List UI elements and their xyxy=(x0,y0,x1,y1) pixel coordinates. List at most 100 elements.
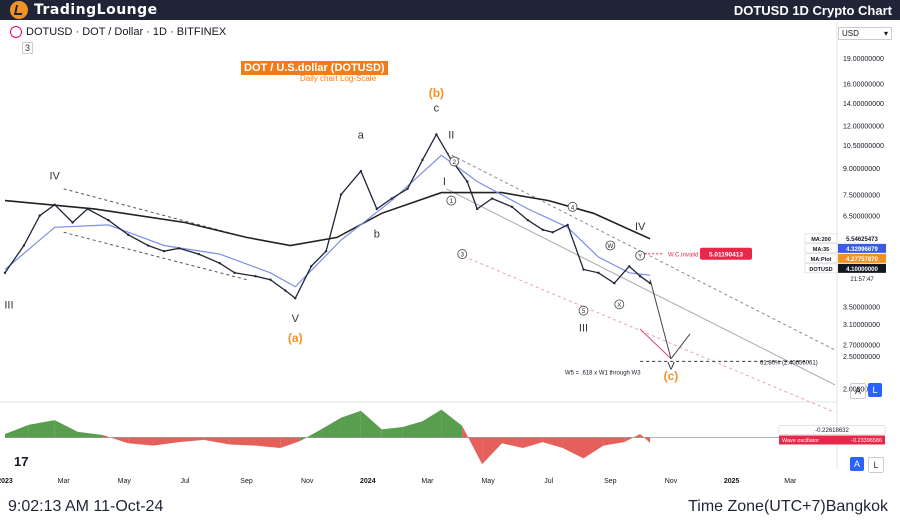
indicator-count-badge[interactable]: 3 xyxy=(22,42,34,54)
invalidation-label: W.C.Invalid xyxy=(668,253,698,259)
wave-label: b xyxy=(374,228,380,240)
badge-label: MA:200 xyxy=(811,237,831,243)
price-point xyxy=(71,221,74,224)
badge-label-bg xyxy=(804,243,838,254)
price-point xyxy=(551,231,554,234)
wave-label: a xyxy=(358,129,365,141)
oscillator-segment xyxy=(5,424,29,438)
oscillator-segment xyxy=(502,437,523,448)
timestamp: 9:02:13 AM 11-Oct-24 xyxy=(8,498,164,515)
header-bar: TradingLounge DOTUSD 1D Crypto Chart xyxy=(0,0,900,20)
timezone-label: Time Zone(UTC+7)Bangkok xyxy=(688,498,888,515)
price-point xyxy=(582,268,585,271)
wave-circle xyxy=(457,249,468,259)
oscillator-segment xyxy=(103,435,129,444)
price-point xyxy=(490,197,494,200)
x-tick-label: Nov xyxy=(665,478,678,485)
oscillator-segment xyxy=(422,409,442,438)
badge-label: MA:Plot xyxy=(811,257,832,263)
x-tick-label: Sep xyxy=(604,478,617,485)
wave-label: IV xyxy=(49,171,60,183)
auto-scale-button[interactable]: A xyxy=(850,383,866,399)
wave-circle-label: 4 xyxy=(571,205,575,211)
y-tick-label: 3.10000000 xyxy=(843,322,880,329)
wave-circle-label: W xyxy=(608,244,614,250)
y-tick-label: 14.00000000 xyxy=(843,101,884,108)
y-tick-label: 16.00000000 xyxy=(843,81,884,88)
wave-label: II xyxy=(448,129,454,141)
osc-value: -0.23396586 xyxy=(851,438,882,444)
price-point xyxy=(339,193,343,196)
oscillator-segment xyxy=(54,420,78,438)
page-title: DOTUSD 1D Crypto Chart xyxy=(733,3,892,18)
projection-line xyxy=(670,333,691,360)
price-point xyxy=(375,207,378,211)
price-point xyxy=(541,228,544,231)
y-tick-label: 7.50000000 xyxy=(843,193,880,200)
x-tick-label: Mar xyxy=(421,478,434,485)
wave-label: (b) xyxy=(429,86,444,100)
price-point xyxy=(269,278,272,281)
wave-circle-label: Y xyxy=(638,254,642,260)
y-tick-label: 2.00000000 xyxy=(843,387,880,394)
oscillator-segment xyxy=(640,434,651,443)
y-tick-label: 6.50000000 xyxy=(843,214,880,221)
price-line xyxy=(4,133,651,300)
currency-selector[interactable]: USD ▾ xyxy=(838,27,892,40)
ma35-line xyxy=(4,154,651,288)
oscillator-segment xyxy=(300,429,322,441)
price-point xyxy=(218,261,221,265)
price-point xyxy=(566,223,569,227)
osc-value2-bg xyxy=(778,425,886,435)
chart-subtitle: Daily chart Log-Scale xyxy=(300,74,377,83)
badge-label-bg xyxy=(804,263,838,274)
price-point xyxy=(107,218,110,222)
logo-icon xyxy=(10,1,28,19)
oscillator-segment xyxy=(482,437,503,465)
oscillator-segment xyxy=(77,431,104,438)
wave-circle-label: 1 xyxy=(450,199,454,205)
x-tick-label: Mar xyxy=(784,478,797,485)
oscillator-segment xyxy=(522,437,543,448)
wave-circle xyxy=(446,195,457,206)
projection-line xyxy=(649,279,672,359)
price-point xyxy=(86,207,89,211)
log-scale-button[interactable]: L xyxy=(868,383,882,397)
invalidation-badge xyxy=(700,247,752,260)
wave-label: III xyxy=(579,323,588,335)
price-point xyxy=(127,233,130,237)
badge-value-bg xyxy=(838,263,886,273)
currency-value: USD xyxy=(842,29,859,38)
price-point xyxy=(435,133,438,136)
wave-circle-label: 5 xyxy=(582,309,586,315)
x-tick-label: May xyxy=(118,478,132,485)
oscillator-segment xyxy=(321,417,341,438)
symbol-info[interactable]: DOTUSD · DOT / Dollar · 1D · BITFINEX xyxy=(10,26,226,38)
price-point xyxy=(638,275,642,278)
x-tick-label: Jul xyxy=(544,478,553,485)
wave-circle xyxy=(567,201,578,212)
y-tick-label: 3.50000000 xyxy=(843,304,880,311)
price-point xyxy=(324,249,328,253)
x-tick-label: Sep xyxy=(240,478,253,485)
price-point xyxy=(390,197,393,200)
badge-value-bg xyxy=(838,233,886,243)
wave-circle-label: X xyxy=(617,303,621,309)
wave-label: c xyxy=(434,103,440,115)
y-tick-label: 2.70000000 xyxy=(843,343,880,350)
wave-label: V xyxy=(292,313,300,325)
oscillator-segment xyxy=(255,437,281,448)
x-tick-label: 2023 xyxy=(0,478,13,485)
price-point xyxy=(294,297,297,300)
oscillator-segment xyxy=(542,437,563,448)
osc-log-button[interactable]: L xyxy=(868,457,884,473)
price-point xyxy=(421,158,424,162)
osc-auto-button[interactable]: A xyxy=(850,457,864,471)
tradingview-logo-icon: 17 xyxy=(14,454,28,469)
y-tick-label: 10.50000000 xyxy=(843,143,884,150)
y-tick-label: 9.00000000 xyxy=(843,166,880,173)
x-tick-label: Mar xyxy=(58,478,71,485)
oscillator-segment xyxy=(28,420,55,438)
trend-channel-line xyxy=(458,253,836,413)
price-chart[interactable]: 19.0000000016.0000000014.0000000012.0000… xyxy=(0,20,900,494)
